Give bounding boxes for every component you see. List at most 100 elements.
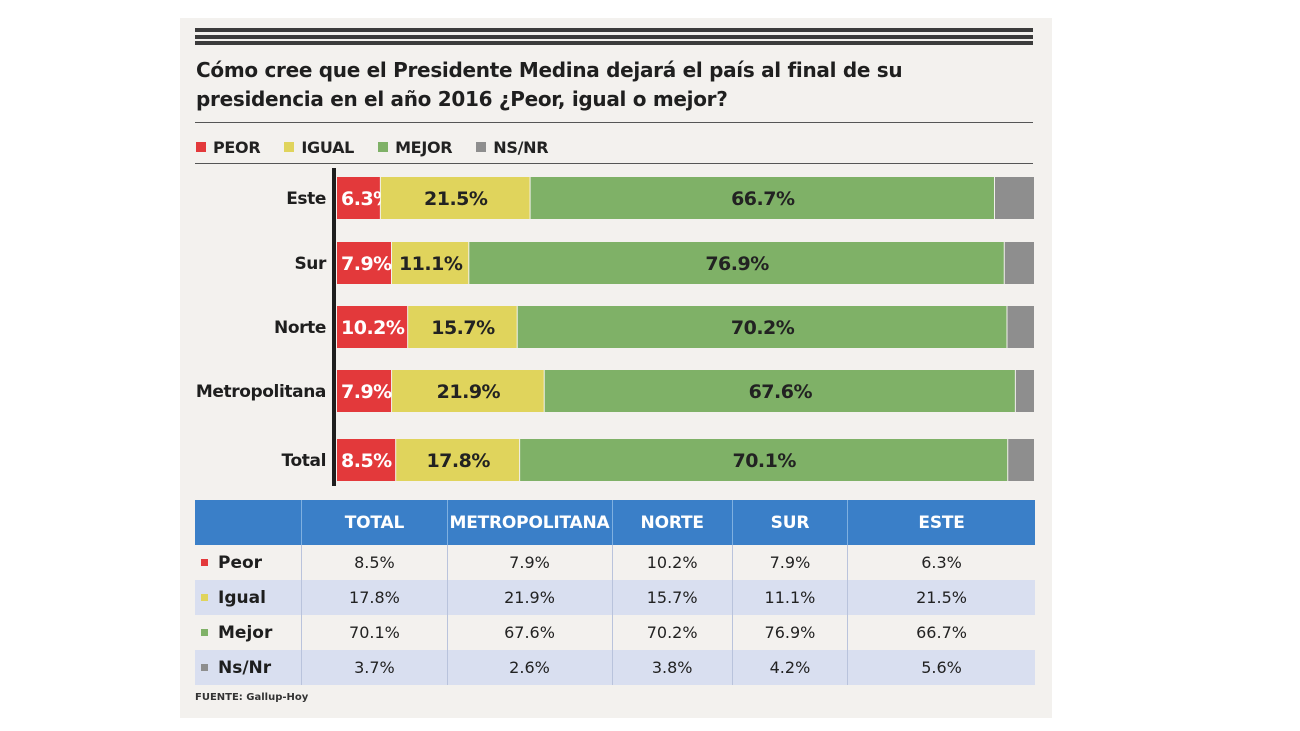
- table-cell: 21.5%: [847, 580, 1035, 615]
- y-axis-line: [332, 168, 336, 486]
- bar-segment-igual: [380, 177, 531, 219]
- legend-swatch: [284, 142, 295, 152]
- legend: PEOR IGUAL MEJOR NS/NR: [196, 136, 572, 158]
- row-color-marker: [201, 629, 208, 636]
- table-cell: 2.6%: [446, 650, 612, 685]
- data-label: 10.2%: [341, 317, 405, 339]
- category-label: Sur: [294, 254, 327, 274]
- row-header: Ns/Nr: [195, 650, 301, 685]
- data-table: TOTAL METROPOLITANA NORTE SUR ESTE Peor 8.5% 7.…: [195, 500, 1035, 685]
- table-cell: 67.6%: [446, 615, 612, 650]
- row-color-marker: [201, 664, 208, 671]
- table-row: Igual 17.8% 21.9% 15.7% 11.1% 21.5%: [195, 580, 1035, 615]
- table-cell: 17.8%: [301, 580, 446, 615]
- row-header: Igual: [195, 580, 301, 615]
- table-cell: 3.8%: [611, 650, 732, 685]
- data-label: 70.1%: [732, 450, 796, 472]
- bar-segment-nsnr: [1015, 370, 1034, 412]
- data-label: 21.5%: [424, 188, 488, 210]
- data-label: 17.8%: [426, 450, 490, 472]
- table-cell: 15.7%: [611, 580, 732, 615]
- top-rule: [195, 41, 1033, 45]
- table-cell: 7.9%: [446, 545, 612, 580]
- data-label: 66.7%: [731, 188, 795, 210]
- bar-segment-mejor: [520, 439, 1009, 481]
- table-row: Peor 8.5% 7.9% 10.2% 7.9% 6.3%: [195, 545, 1035, 580]
- category-label: Norte: [274, 318, 326, 338]
- table-cell: 3.7%: [301, 650, 446, 685]
- table-row: Mejor 70.1% 67.6% 70.2% 76.9% 66.7%: [195, 615, 1035, 650]
- data-label: 6.3%: [341, 188, 392, 210]
- bar-segment-igual: [392, 370, 545, 412]
- data-label: 76.9%: [705, 253, 769, 275]
- table-cell: 66.7%: [847, 615, 1035, 650]
- legend-label: PEOR: [213, 137, 261, 157]
- category-label: Total: [282, 451, 326, 471]
- bar-segment-mejor: [530, 177, 996, 219]
- row-label: Peor: [218, 552, 263, 573]
- category-label: Metropolitana: [196, 382, 326, 402]
- legend-item-igual: IGUAL: [284, 138, 354, 157]
- bar-segment-nsnr: [1007, 306, 1034, 348]
- bar-segment-mejor: [469, 242, 1005, 284]
- row-label: Igual: [218, 587, 266, 608]
- data-label: 7.9%: [341, 381, 392, 403]
- table-cell: 76.9%: [731, 615, 847, 650]
- divider: [195, 122, 1033, 123]
- bar-segment-mejor: [517, 306, 1008, 348]
- table-cell: 5.6%: [847, 650, 1035, 685]
- legend-swatch: [196, 142, 206, 152]
- table-cell: 70.1%: [301, 615, 446, 650]
- bar-segment-igual: [392, 242, 470, 284]
- data-label: 8.5%: [341, 450, 392, 472]
- bar-segment-peor: [337, 439, 397, 481]
- legend-label: IGUAL: [301, 137, 355, 157]
- table-row: Ns/Nr 3.7% 2.6% 3.8% 4.2% 5.6%: [195, 650, 1035, 685]
- column-header: NORTE: [611, 500, 732, 545]
- legend-item-mejor: MEJOR: [378, 137, 453, 157]
- legend-swatch: [476, 142, 487, 152]
- legend-item-peor: PEOR: [196, 137, 261, 157]
- data-label: 67.6%: [749, 381, 813, 403]
- row-label: Mejor: [218, 622, 273, 643]
- bar-segment-mejor: [544, 370, 1016, 412]
- data-label: 11.1%: [399, 253, 463, 275]
- table-cell: 6.3%: [847, 545, 1035, 580]
- column-header: TOTAL: [301, 500, 446, 545]
- table-header-blank: [195, 500, 301, 545]
- table-cell: 70.2%: [611, 615, 732, 650]
- bar-segment-peor: [337, 177, 381, 219]
- data-label: 21.9%: [437, 381, 501, 403]
- table-cell: 21.9%: [446, 580, 612, 615]
- data-label: 15.7%: [431, 317, 495, 339]
- table-cell: 10.2%: [611, 545, 732, 580]
- row-header: Peor: [195, 545, 301, 580]
- column-header: SUR: [731, 500, 847, 545]
- table-cell: 11.1%: [731, 580, 847, 615]
- column-header: METROPOLITANA: [446, 500, 612, 545]
- data-label: 70.2%: [731, 317, 795, 339]
- table-cell: 8.5%: [301, 545, 446, 580]
- legend-label: NS/NR: [493, 137, 549, 157]
- table-header: TOTAL METROPOLITANA NORTE SUR ESTE: [195, 500, 1035, 545]
- row-label: Ns/Nr: [218, 657, 272, 678]
- bar-segment-igual: [408, 306, 518, 348]
- bar-segment-peor: [337, 370, 393, 412]
- source-note: FUENTE: Gallup-Hoy: [195, 692, 309, 703]
- chart-title: Cómo cree que el Presidente Medina dejar…: [196, 58, 903, 111]
- bar-segment-igual: [396, 439, 521, 481]
- bar-segment-nsnr: [1008, 439, 1034, 481]
- legend-swatch: [378, 142, 389, 152]
- legend-label: MEJOR: [395, 137, 453, 157]
- table-cell: 7.9%: [731, 545, 847, 580]
- legend-item-nsnr: NS/NR: [476, 137, 549, 157]
- row-header: Mejor: [195, 615, 301, 650]
- category-label: Este: [286, 189, 326, 209]
- divider: [195, 163, 1033, 164]
- data-label: 7.9%: [341, 253, 392, 275]
- table-cell: 4.2%: [731, 650, 847, 685]
- bar-segment-peor: [337, 306, 409, 348]
- bar-segment-peor: [337, 242, 393, 284]
- row-color-marker: [201, 559, 208, 566]
